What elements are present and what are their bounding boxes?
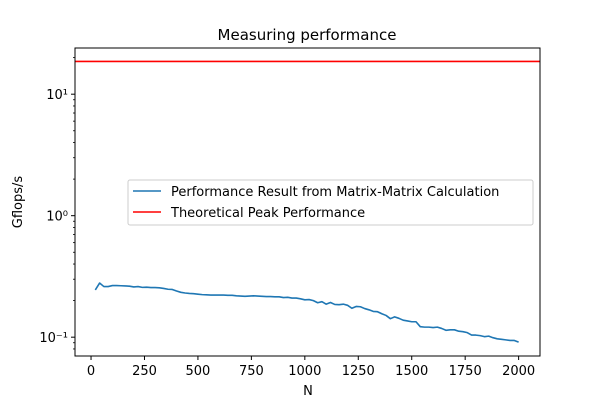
plot-area: [74, 47, 541, 357]
axes-frame: [74, 47, 541, 357]
x-tick-label: 1750: [449, 364, 482, 379]
y-tick-label: 10⁰: [46, 210, 68, 225]
legend-box: [127, 179, 534, 226]
y-axis: 10⁻¹ 10⁰ 10¹: [39, 57, 75, 350]
x-tick-label: 1500: [395, 364, 428, 379]
series-line-0: [94, 282, 519, 343]
x-axis: 0 250 500 750 1000 1250 1500 1750 2000: [87, 356, 535, 379]
legend-label-1: Theoretical Peak Performance: [170, 206, 365, 221]
x-tick-label: 500: [186, 364, 211, 379]
y-tick-label: 10⁻¹: [39, 331, 68, 346]
x-tick-label: 2000: [502, 364, 535, 379]
x-tick-label: 0: [87, 364, 95, 379]
legend-label-0: Performance Result from Matrix-Matrix Ca…: [171, 185, 499, 200]
x-tick-label: 250: [132, 364, 157, 379]
y-axis-label: Gflops/s: [11, 176, 26, 229]
y-tick-label: 10¹: [46, 88, 68, 103]
x-tick-label: 1000: [288, 364, 321, 379]
x-tick-label: 750: [239, 364, 264, 379]
chart-title: Measuring performance: [218, 26, 397, 44]
x-axis-label: N: [303, 384, 313, 399]
x-tick-label: 1250: [342, 364, 375, 379]
legend: Performance Result from Matrix-Matrix Ca…: [127, 179, 534, 226]
